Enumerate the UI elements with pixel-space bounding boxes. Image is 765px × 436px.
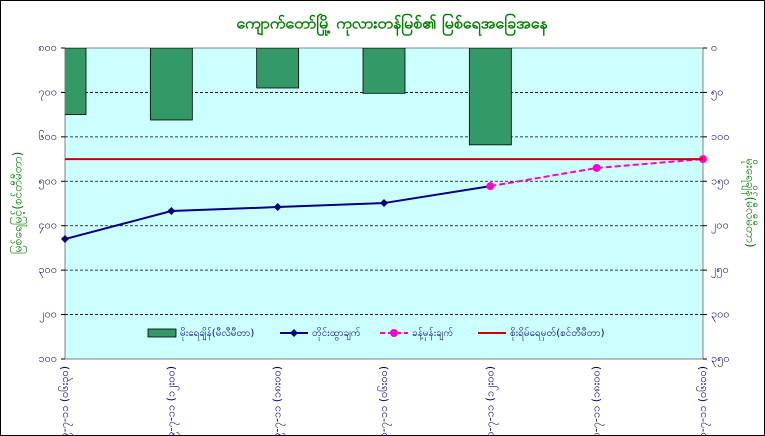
x-tick-label: ၂၀-၇-၁၁ (၁၈း၀၀) <box>590 366 605 436</box>
x-tick-label: ၁၉-၇-၁၁ (၁၈း၀၀) <box>271 366 286 436</box>
legend-marker <box>390 329 398 337</box>
y-tick-label: ၈၀၀ <box>38 41 57 54</box>
legend-swatch <box>147 328 177 338</box>
y2-tick-label: ၅၀ <box>711 85 723 100</box>
x-tick-label: ၂၁-၇-၁၁ (၀၆း၀၀) <box>696 366 711 436</box>
y-tick-label: ၃၀၀ <box>38 263 57 278</box>
marker <box>61 235 69 244</box>
y-tick-label: ၅၀၀ <box>38 174 57 189</box>
y-tick-label: ၄၀၀ <box>38 219 57 234</box>
y2-tick-label: ၂၅၀ <box>711 263 729 278</box>
plot-marks <box>65 48 512 146</box>
x-tick-label: ၂၀-၇-၁၁ (၀၆း၀၀) <box>377 366 392 436</box>
marker <box>592 163 601 172</box>
legend-label: တိုင်းထွာချက် <box>312 326 361 341</box>
bar <box>468 48 512 146</box>
y-tick-label: ၇၀၀ <box>38 85 57 100</box>
x-tick-label: ၁၉-၇-၁၁ (၁၂း၀၀) <box>164 366 179 436</box>
y2-tick-label: ၁၀၀ <box>711 130 730 143</box>
legend-label: ခန့်မှန်းချက် <box>412 326 453 341</box>
y2-tick-label: ၂၀၀ <box>711 219 729 234</box>
bar <box>362 48 406 94</box>
legend-label: မိုးရေချိန်(မီလီမီတာ) <box>180 326 254 341</box>
x-tick-label: ၁၉-၇-၁၁ (၀၆း၃၀) <box>58 366 73 436</box>
marker <box>380 199 388 208</box>
y2-tick-label: ၀ <box>711 41 717 54</box>
x-tick-label: ၂၀-၇-၁၁ (၁၂း၀၀) <box>483 366 498 436</box>
bar <box>149 48 193 121</box>
bar <box>256 48 300 89</box>
y-tick-label: ၂၀၀ <box>39 308 57 323</box>
y2-axis-label: မိုးရေချိန်(မီလီမီတာ) <box>741 158 759 247</box>
marker <box>273 203 282 212</box>
marker <box>486 182 495 191</box>
y2-tick-label: ၃၅၀ <box>711 352 730 367</box>
marker <box>167 207 176 216</box>
y-axis-label: မြစ်ရေမြင့်(စင်တီမီတာ) <box>9 152 28 254</box>
y2-tick-label: ၁၅၀ <box>711 174 730 189</box>
legend-marker <box>290 329 298 337</box>
legend-label: စိုးရိမ်ရေမှတ်(စင်တီမီတာ) <box>510 326 605 341</box>
y-tick-label: ၁၀၀ <box>38 352 57 365</box>
bar <box>65 48 87 116</box>
y-tick-label: ၆၀၀ <box>38 130 57 143</box>
y2-tick-label: ၃၀၀ <box>711 308 730 323</box>
